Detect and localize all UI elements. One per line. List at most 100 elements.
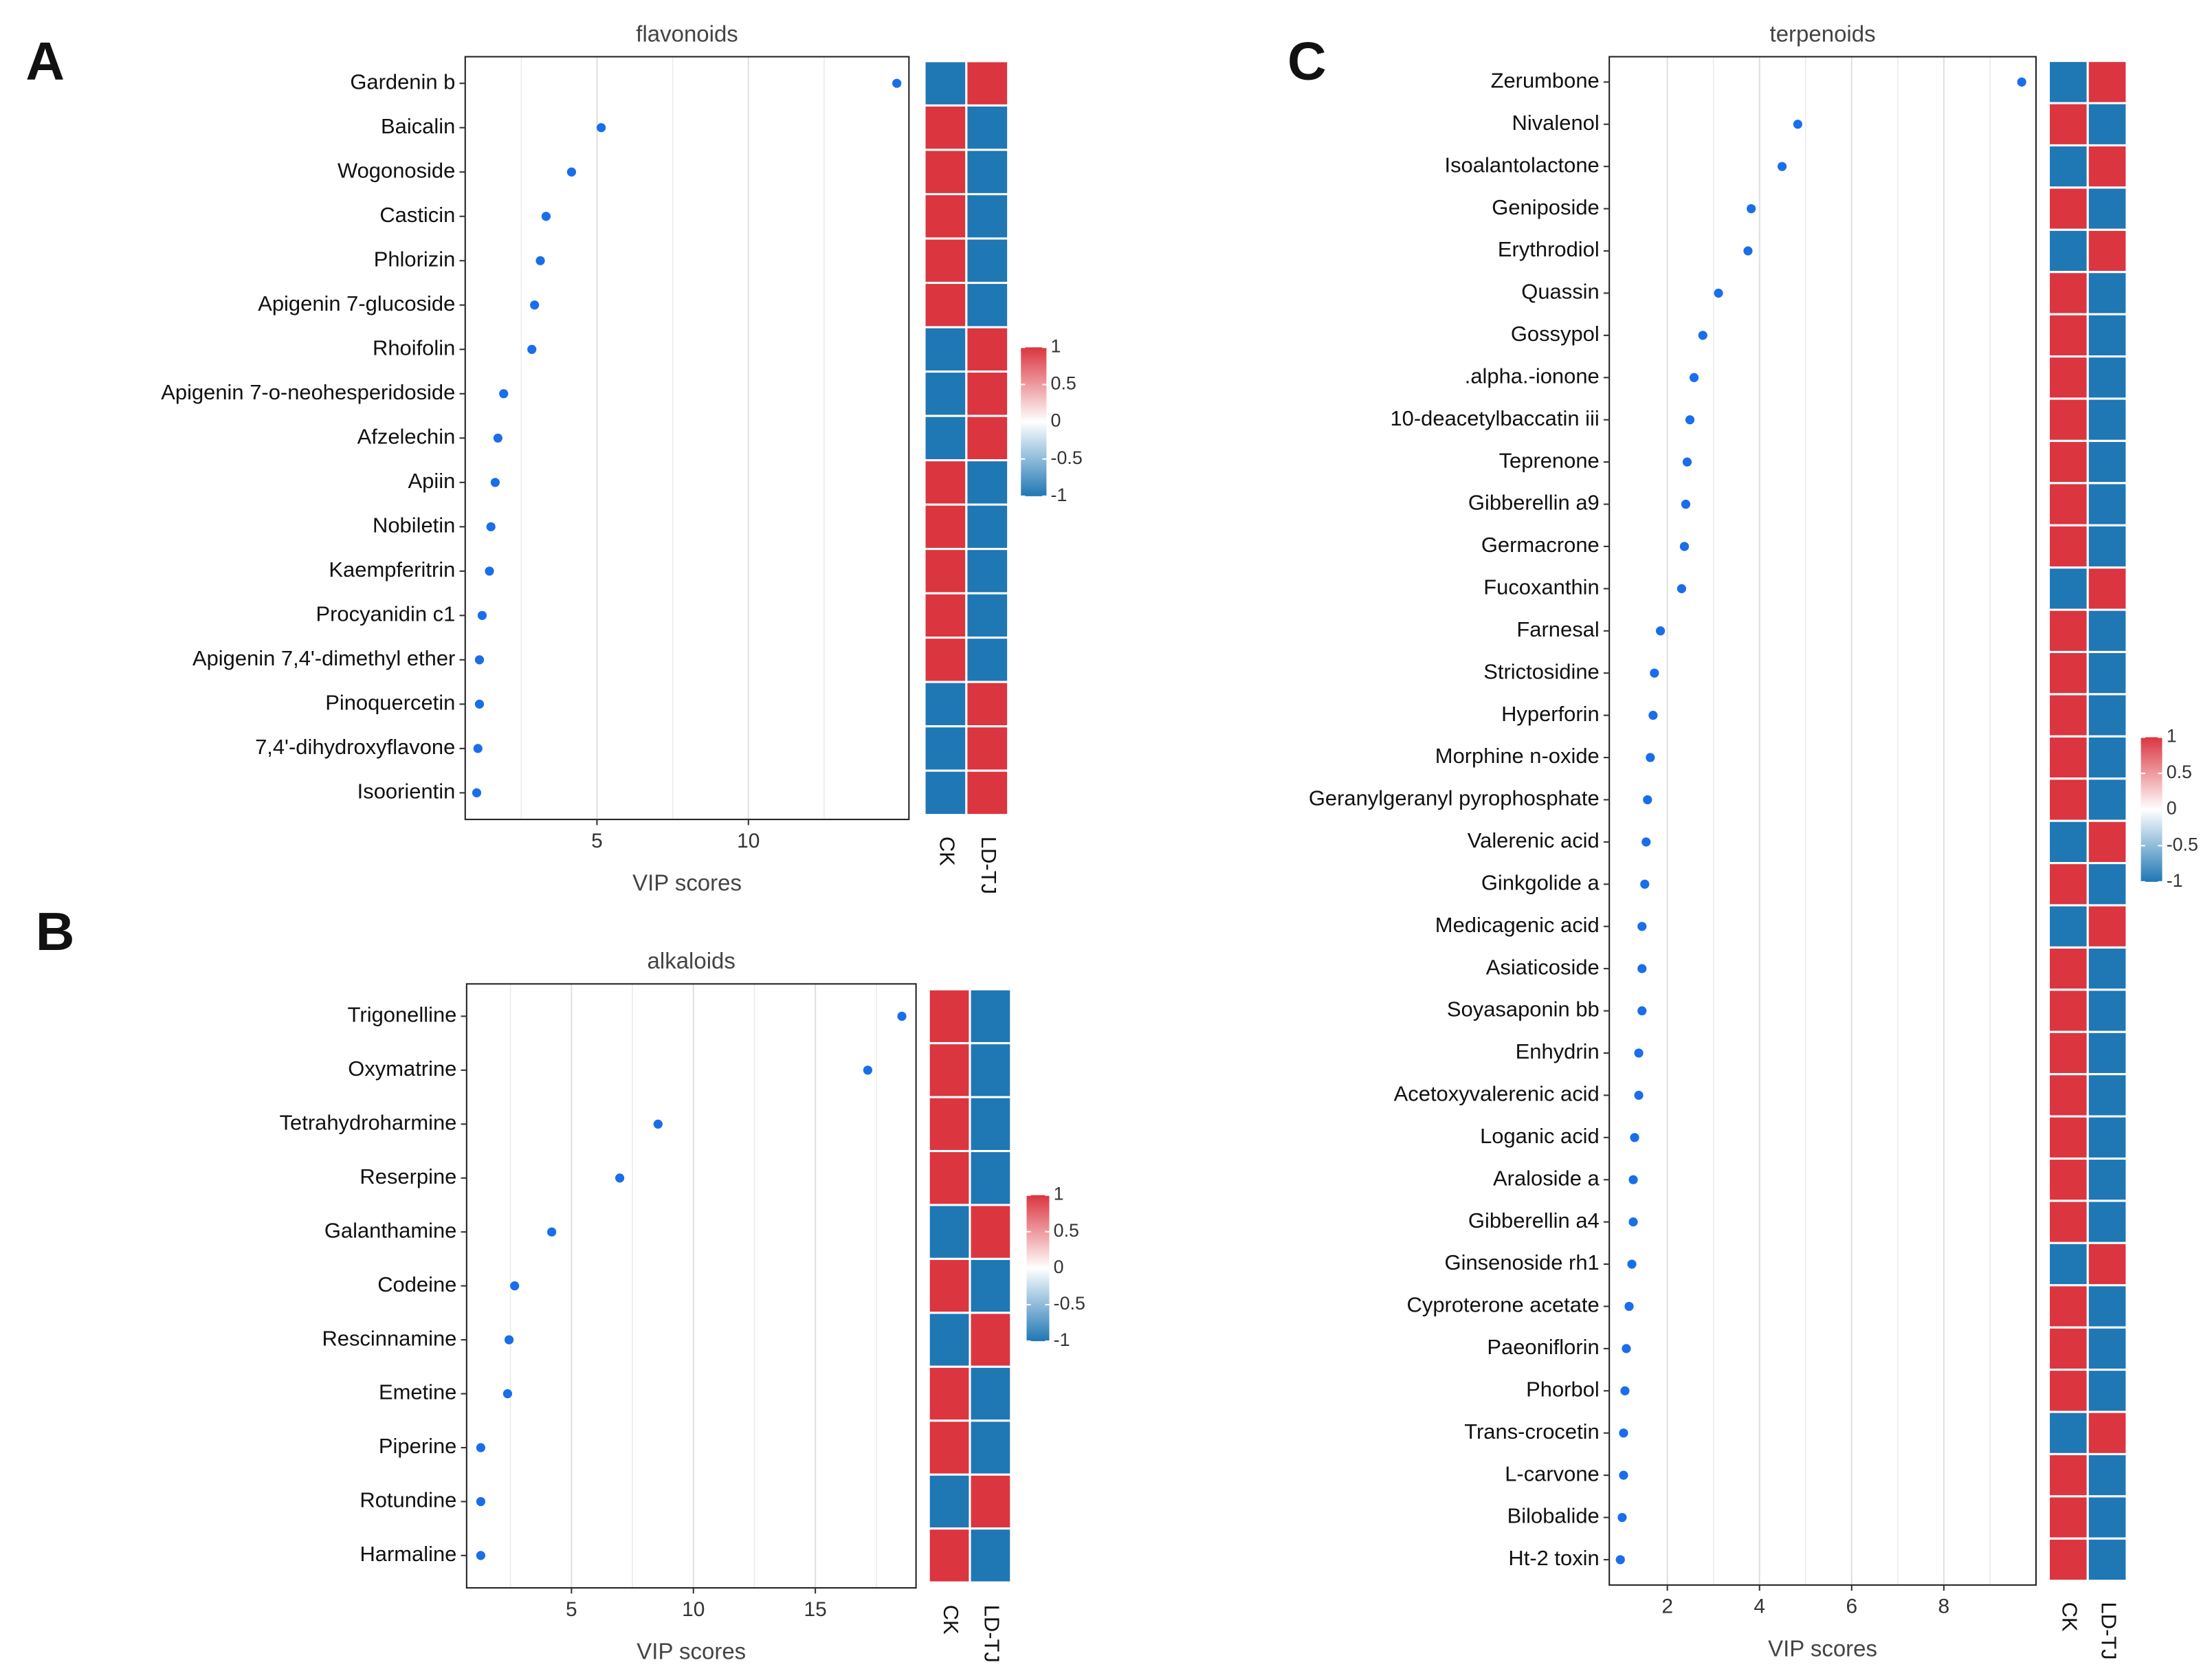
heatmap-cell (2047, 566, 2089, 611)
heatmap-cell (2086, 186, 2128, 231)
y-tick-label: Codeine (377, 1272, 456, 1296)
y-tick-label: Ht-2 toxin (1508, 1546, 1599, 1570)
point (2017, 77, 2026, 87)
y-tick-label: Baicalin (381, 114, 455, 138)
x-tick-label: 10 (682, 1598, 705, 1621)
point (1747, 204, 1756, 214)
point (476, 1496, 486, 1507)
heatmap-cell (2086, 102, 2128, 147)
colorbar-label: 0.5 (1051, 373, 1076, 394)
colorbar-label: 0 (1054, 1257, 1064, 1277)
heatmap-cell (969, 1473, 1013, 1530)
point (490, 478, 500, 487)
y-tick-label: Gibberellin a9 (1468, 491, 1600, 515)
y-tick-label: Loganic acid (1480, 1124, 1600, 1148)
heatmap-cell (2086, 1030, 2128, 1076)
heatmap-cell (969, 1527, 1013, 1584)
heatmap-cell (2047, 862, 2089, 907)
heatmap-cell (2047, 271, 2089, 316)
heatmap-cell (965, 281, 1010, 329)
point (863, 1065, 872, 1075)
heatmap-cell (965, 548, 1010, 595)
heatmap-cell (2086, 1411, 2128, 1455)
heatmap-cell (2086, 819, 2128, 865)
point (597, 123, 606, 133)
y-tick-label: Germacrone (1481, 533, 1600, 557)
y-tick-label: Trans-crocetin (1464, 1419, 1599, 1444)
x-tick-label: 8 (1938, 1595, 1950, 1618)
heatmap-cell (2047, 1284, 2089, 1329)
heatmap-cell (969, 1257, 1013, 1314)
point (1630, 1133, 1639, 1142)
heatmap-cell (927, 1312, 971, 1368)
y-tick-label: Valerenic acid (1468, 828, 1600, 852)
colorbar-label: 1 (2167, 726, 2177, 747)
heatmap-cell (2047, 1073, 2089, 1118)
heatmap-cell (2047, 1369, 2089, 1413)
y-tick-label: Paeoniflorin (1487, 1335, 1599, 1359)
heatmap-cell (923, 725, 968, 772)
y-tick-label: Ginkgolide a (1481, 870, 1600, 894)
heatmap-cell (965, 237, 1010, 285)
heatmap-cell (2086, 355, 2128, 400)
heatmap-cell (2086, 1495, 2128, 1540)
heatmap-cell (927, 1204, 971, 1260)
heatmap-cell (923, 148, 968, 196)
heatmap-cell (2047, 355, 2089, 400)
point (1628, 1175, 1638, 1184)
panel-label: C (1287, 31, 1327, 91)
y-tick-label: Phorbol (1526, 1377, 1600, 1401)
point (502, 1389, 513, 1399)
y-tick-label: Rotundine (360, 1488, 456, 1512)
heatmap-cell (2086, 1115, 2128, 1160)
heatmap-cell (2086, 1284, 2128, 1329)
y-tick-label: Piperine (379, 1434, 456, 1458)
y-tick-label: Zerumbone (1491, 69, 1600, 93)
y-tick-label: Teprenone (1499, 448, 1600, 472)
heatmap-cell (2086, 1073, 2128, 1118)
heatmap-cell (2047, 60, 2089, 104)
point (476, 1443, 486, 1452)
heatmap-cell (2086, 482, 2128, 527)
y-tick-label: Gossypol (1511, 322, 1600, 346)
heatmap-cell (923, 459, 968, 506)
heatmap-cell (927, 1419, 971, 1476)
heatmap-cell (2086, 650, 2128, 696)
x-tick-label: 6 (1846, 1595, 1857, 1618)
x-axis-label: VIP scores (632, 870, 742, 896)
heatmap-cell (927, 1257, 971, 1314)
heatmap-cell (2086, 1157, 2128, 1202)
x-tick-label: 4 (1754, 1595, 1765, 1618)
point (510, 1281, 520, 1291)
point (1689, 373, 1699, 382)
heatmap-cell (2047, 650, 2089, 696)
heatmap-cell (2086, 228, 2128, 274)
heatmap-cell (965, 459, 1010, 506)
heatmap-cell (2086, 862, 2128, 907)
heatmap-cell (2047, 186, 2089, 231)
y-tick-label: Isoalantolactone (1445, 153, 1600, 177)
point (473, 744, 483, 753)
heatmap-cell (2086, 1200, 2128, 1244)
heatmap-cell (2086, 904, 2128, 949)
heatmap-cell (2047, 482, 2089, 527)
point (653, 1119, 663, 1129)
heatmap-cell (969, 1312, 1013, 1368)
heatmap-cell (965, 681, 1010, 728)
heatmap-cell (2047, 904, 2089, 949)
heatmap-cell (923, 681, 968, 728)
panel-label: A (25, 31, 65, 91)
heatmap-cell (2086, 1452, 2128, 1498)
y-tick-label: Strictosidine (1483, 659, 1599, 683)
point (892, 78, 902, 88)
point (1698, 331, 1707, 340)
point (1627, 1259, 1637, 1269)
colorbar-label: 0 (2167, 798, 2177, 819)
heatmap-cell (2047, 1241, 2089, 1287)
heatmap-cell (2047, 1411, 2089, 1455)
point (1714, 288, 1723, 298)
heatmap-cell (923, 370, 968, 417)
heatmap-cell (2086, 60, 2128, 104)
heatmap-cell (965, 60, 1010, 107)
colorbar-label: 1 (1051, 335, 1061, 356)
